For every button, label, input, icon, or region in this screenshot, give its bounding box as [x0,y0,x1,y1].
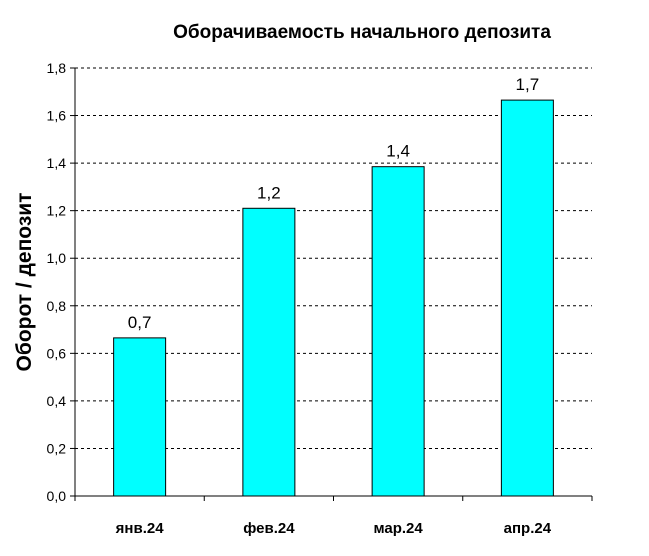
y-tick-label: 0,4 [47,393,67,409]
y-axis-label: Оборот / депозит [13,193,36,372]
y-tick-labels: 0,0 0,2 0,4 0,6 0,8 1,0 1,2 1,4 1,6 1,8 [47,60,67,504]
x-tick-label: фев.24 [243,520,295,537]
y-tick-label: 1,4 [47,155,67,171]
data-label: 1,7 [516,75,540,94]
x-tick-labels: янв.24 фев.24 мар.24 апр.24 [116,520,552,537]
y-tick-label: 1,8 [47,60,67,76]
data-labels: 0,7 1,2 1,4 1,7 [128,75,539,332]
bars [113,99,554,497]
y-tick-label: 1,6 [47,108,67,124]
y-tick-label: 0,2 [47,440,67,456]
data-label: 1,2 [257,183,281,202]
y-tick-label: 1,0 [47,250,67,266]
data-label: 0,7 [128,313,152,332]
x-tick-label: янв.24 [116,520,165,537]
y-tick-label: 0,0 [47,488,67,504]
bar [371,166,425,497]
bar [242,207,296,497]
data-label: 1,4 [386,142,410,161]
x-tick-label: апр.24 [504,520,552,537]
bar [113,337,167,497]
y-tick-label: 0,6 [47,345,67,361]
y-tick-label: 0,8 [47,298,67,314]
chart-title: Оборачиваемость начального депозита [173,22,551,43]
y-tick-label: 1,2 [47,203,67,219]
x-tick-label: мар.24 [373,520,423,537]
bar [500,99,554,497]
axes [70,67,593,501]
